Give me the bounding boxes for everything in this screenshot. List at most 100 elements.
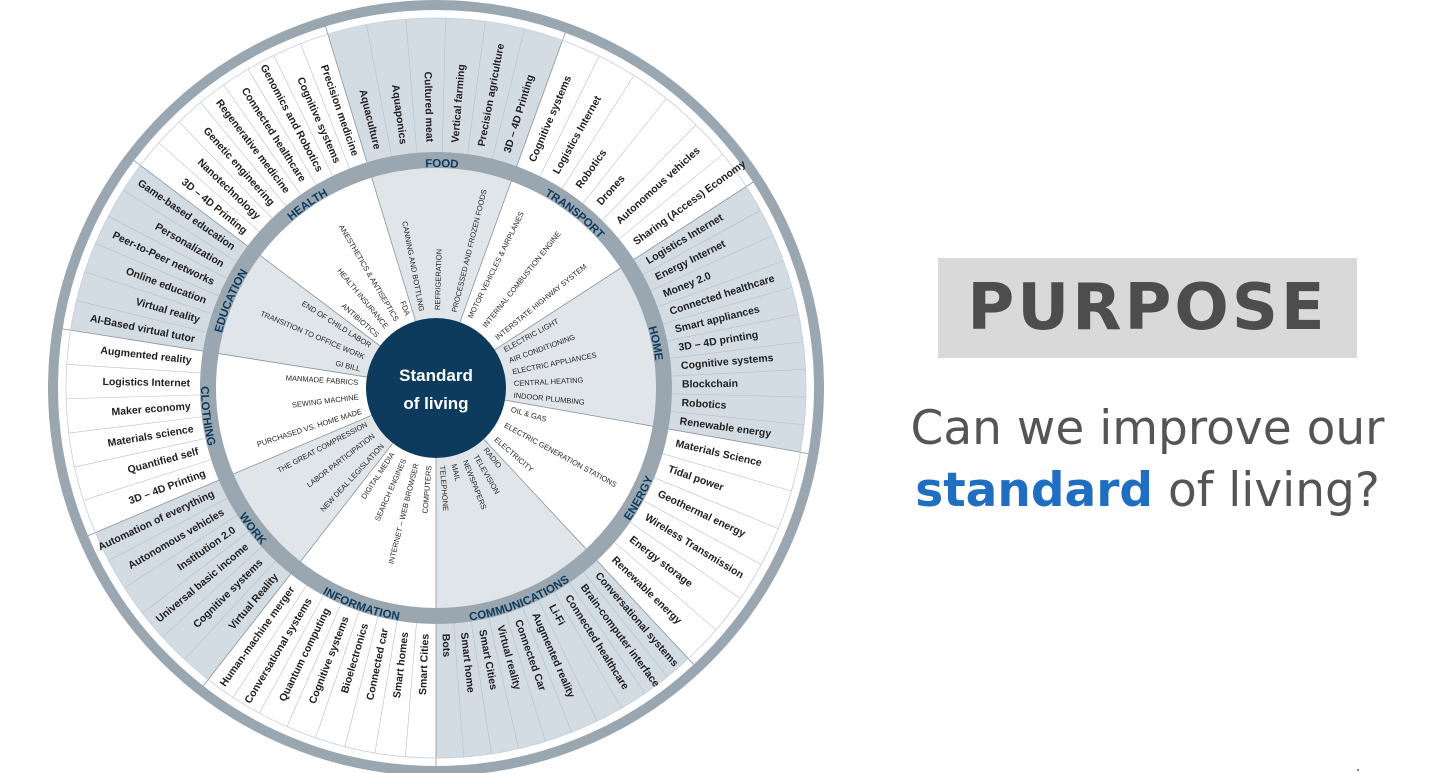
center-circle [366,318,506,458]
sector-shade-education [70,165,248,352]
outer-item-divider [441,18,446,153]
purpose-title: PURPOSE [967,271,1328,345]
outer-item-divider [178,121,273,219]
outer-label-home: Robotics [681,397,727,412]
outer-item-divider [83,459,212,501]
outer-item-divider [505,613,546,742]
outer-label-clothing: Augmented reality [100,345,193,367]
outer-item-divider [642,210,761,275]
outer-label-food: Cultured meat [421,71,435,142]
outer-item-divider [68,416,202,434]
outer-item-divider [123,189,237,263]
outer-item-divider [374,620,398,753]
outer-rim [48,0,824,773]
outer-item-divider [232,585,307,698]
sector-shade-communications [436,560,689,758]
outer-label-information: Smart Cities [417,633,432,695]
inner-label-communications: MAIL [450,463,463,482]
outer-item-divider [583,571,668,677]
outer-item-divider [405,623,417,757]
outer-item-divider [200,102,287,207]
inner-label-home: CENTRAL HEATING [514,376,584,389]
outer-item-divider [366,24,392,157]
outer-label-communications: Bots [439,634,452,658]
corner-dot [1357,769,1359,771]
inner-label-clothing: SEWING MACHINE [291,393,359,410]
outer-item-divider [467,21,486,155]
outer-item-divider [670,341,804,359]
outer-item-divider [184,560,276,660]
inner-shade-home [494,268,656,427]
outer-item-divider [66,394,201,400]
sector-name-food: FOOD [425,158,459,171]
inner-label-food: REFRIGERATION [433,249,444,310]
inner-shaded-sectors [218,168,656,608]
outer-item-divider [650,234,774,291]
outer-item-divider [66,364,201,374]
outer-item-divider [158,142,260,232]
outer-item-divider [273,55,333,177]
outer-item-divider [405,19,418,153]
outer-item-divider [488,617,519,749]
outer-item-divider [629,521,741,599]
outer-item-divider [124,515,238,588]
inner-label-information: COMPUTERS [421,465,434,514]
inner-shade-education [218,255,381,378]
outer-item-divider [492,28,525,159]
outer-item-divider [654,477,779,529]
outer-item-divider [223,84,301,195]
outer-item-divider [582,98,667,204]
outer-item-divider [247,69,317,185]
question-text: Can we improve our standard of living? [850,398,1445,522]
center-hub: Standard of living [366,318,506,458]
sector-shade-home [633,186,806,453]
outer-label-clothing: Logistics Internet [102,376,190,390]
outer-item-divider [554,592,622,709]
outer-item-divider [569,582,646,694]
outer-item-divider [74,438,206,468]
outer-item-divider [344,616,379,747]
outer-item-divider [561,75,635,189]
outer-item-divider [315,611,360,738]
outer-label-transport: Autonomous vehicles [614,145,703,227]
outer-item-divider [108,497,228,562]
shade-edge-ring [65,17,807,759]
purpose-banner: PURPOSE [938,258,1357,358]
outer-label-transport: Drones [595,173,628,208]
outer-item-divider [643,500,762,565]
question-line2-rest: of living? [1153,463,1380,518]
inner-label-energy: OIL & GAS [510,405,548,424]
outer-item-divider [538,600,598,722]
outer-item-divider [614,542,717,631]
inner-label-communications: TELEPHONE [438,465,450,511]
outer-item-divider [662,453,792,492]
outer-label-transport: Robotics [573,147,609,191]
inner-shade-communications [436,439,587,608]
rings [48,0,824,773]
outer-label-clothing: Quantified self [126,446,200,477]
outer-item-divider [601,124,697,221]
outer-item-divider [142,531,249,614]
inner-shade-work [233,415,393,562]
outer-item-divider [663,286,793,325]
outer-item-divider [618,154,724,240]
center-label-line2: of living [403,394,468,413]
outer-item-divider [259,595,324,714]
outer-item-divider [76,300,207,333]
outer-item-divider [522,607,572,733]
question-line1: Can we improve our [910,401,1385,456]
outer-item-divider [286,603,342,727]
outer-item-divider [671,368,806,377]
outer-item-divider [667,313,799,342]
outer-item-divider [671,393,806,398]
outer-item-divider [670,411,805,426]
outer-label-energy: Tidal power [666,463,725,494]
outer-label-information: Smart homes [391,631,411,699]
outer-item-divider [539,55,600,177]
outer-item-divider [162,546,262,638]
outer-item-divider [453,623,465,757]
outer-item-divider [657,260,784,308]
outer-item-divider [84,271,213,315]
inner-shade-food [371,168,512,323]
outer-item-divider [95,243,219,297]
